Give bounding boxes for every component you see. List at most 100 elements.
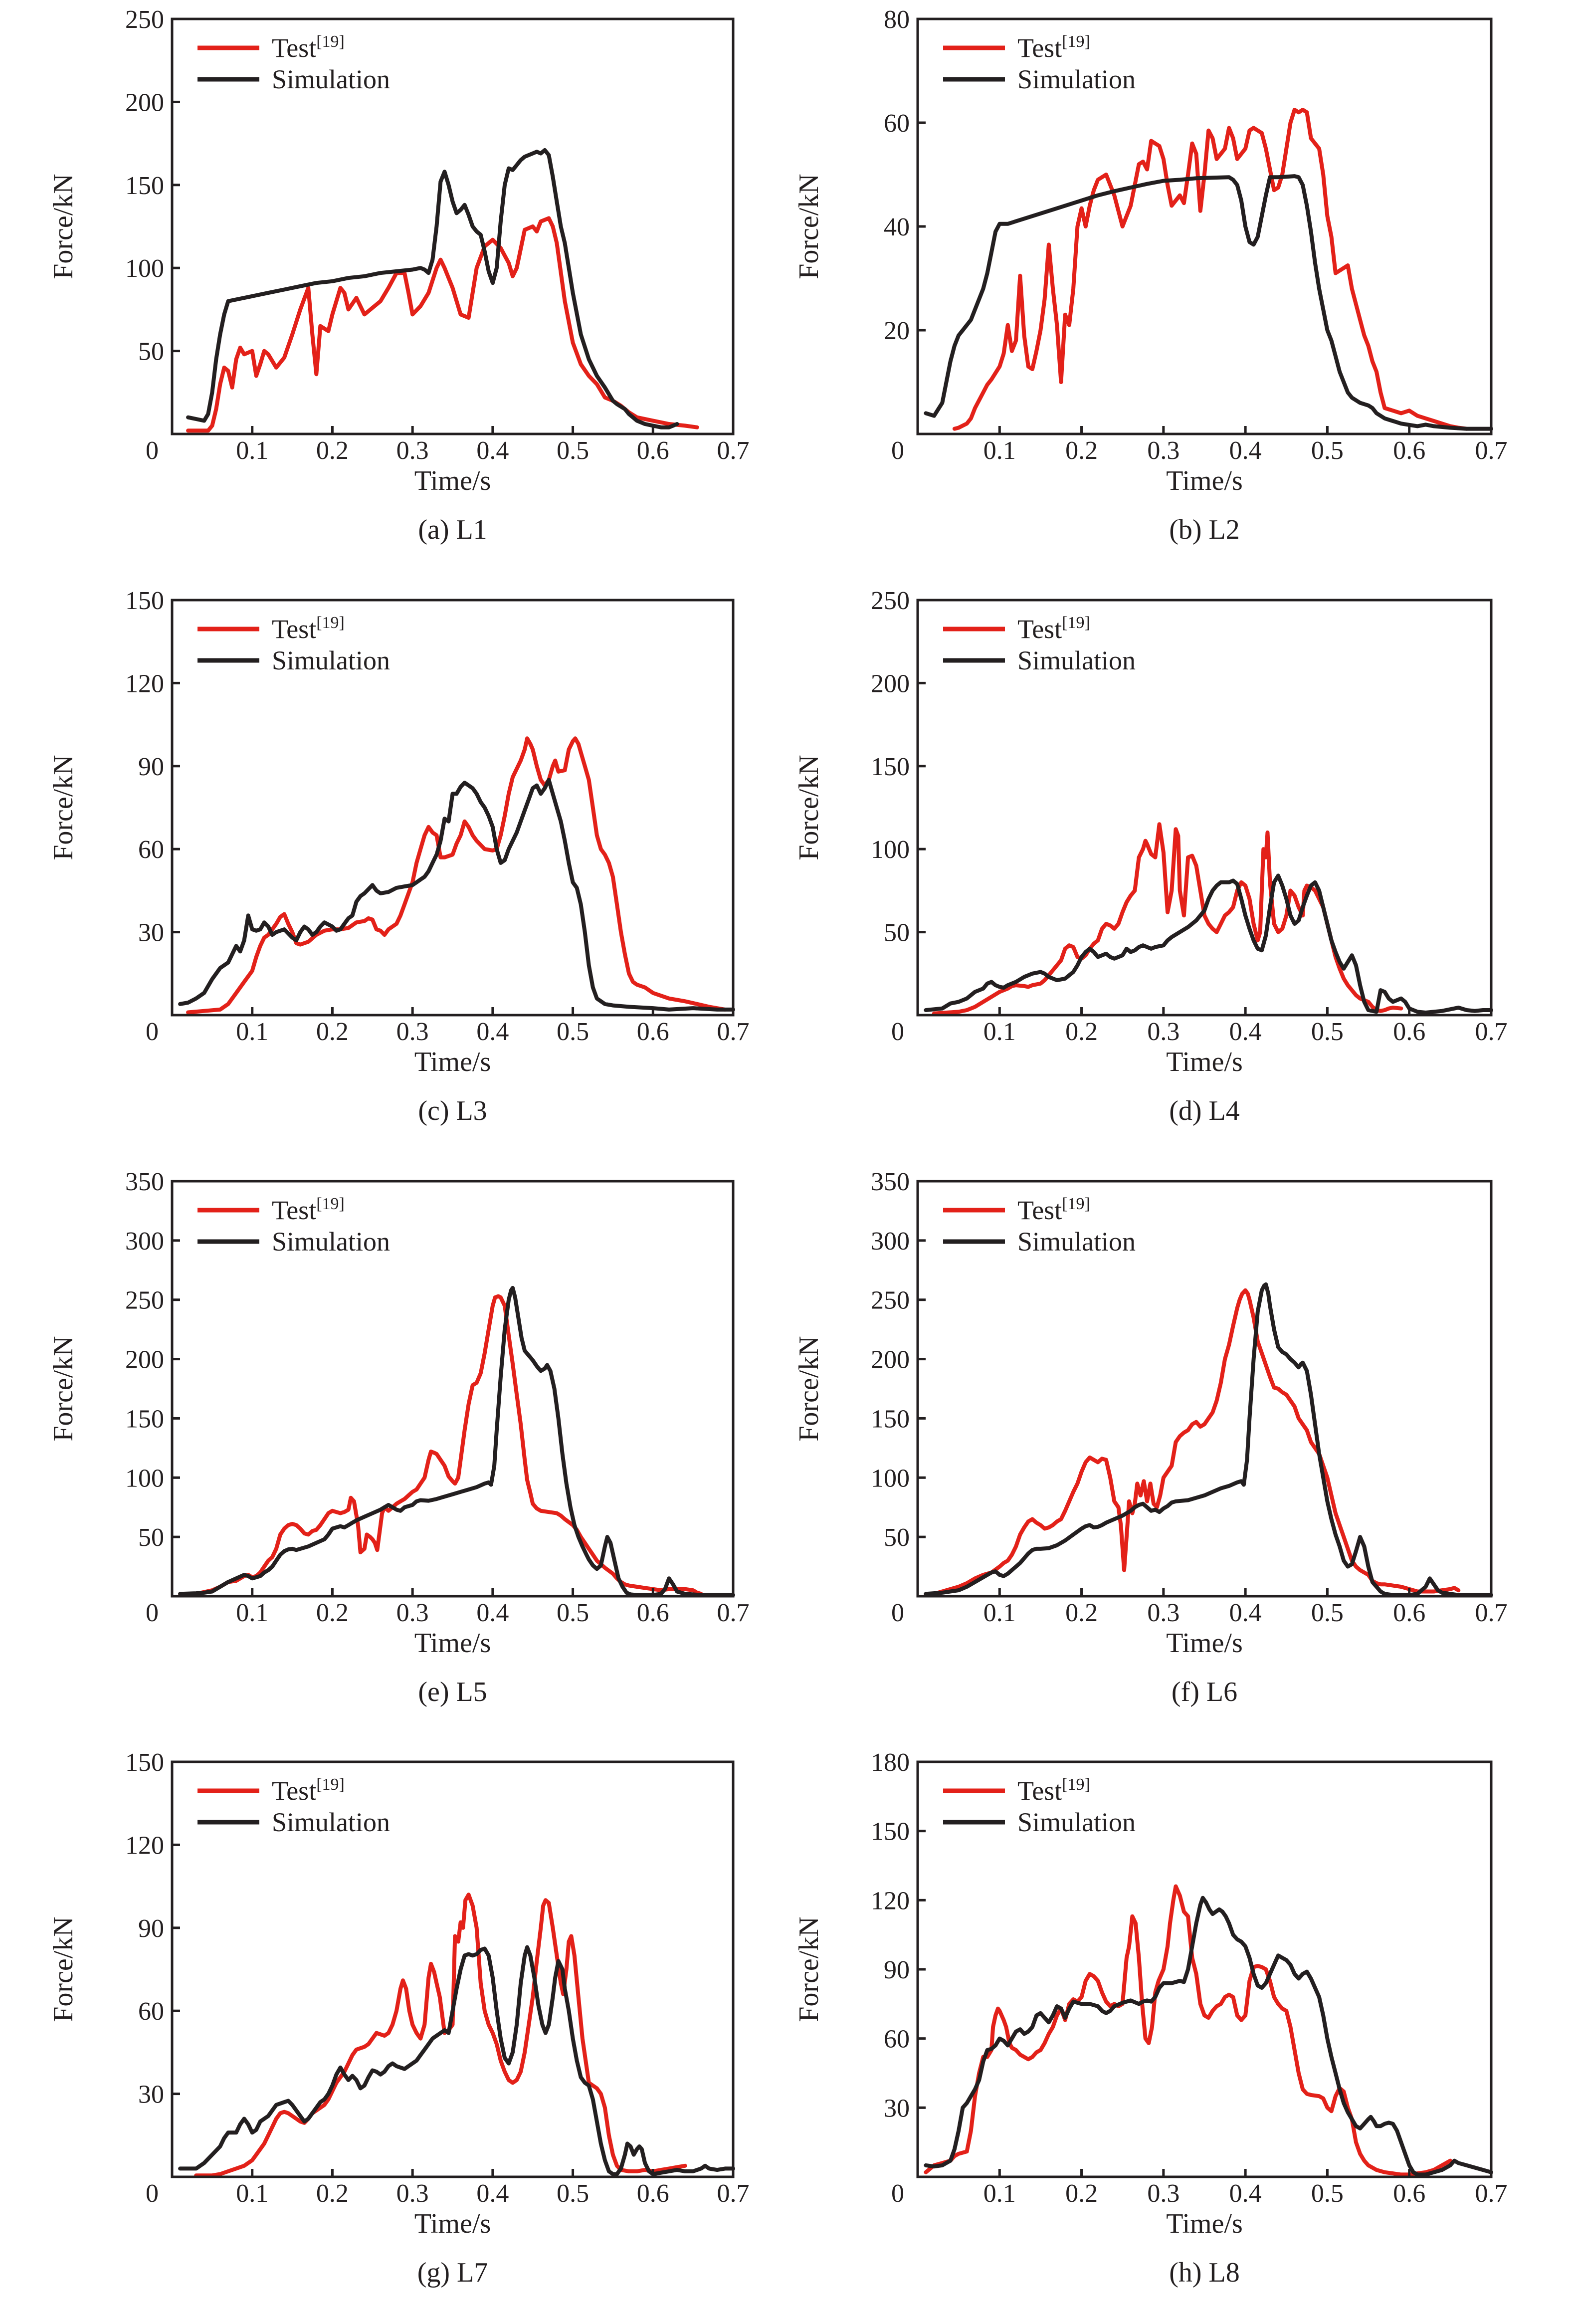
chart-caption-l2: (b) L2 bbox=[1169, 514, 1240, 545]
y-tick-label: 100 bbox=[125, 1464, 164, 1492]
x-tick-label: 0 bbox=[891, 1599, 904, 1627]
plot-frame bbox=[171, 1760, 735, 2178]
plot-frame bbox=[171, 599, 735, 1017]
chart-canvas-l8: 0 0.1 0.2 0.3 0.4 0.5 0.6 0.7 30 60 90 120 150 180 Tim… bbox=[793, 1748, 1508, 2239]
x-tick-label: 0.1 bbox=[983, 436, 1016, 465]
series-line-test bbox=[952, 108, 1469, 431]
y-axis-label: Force/kN bbox=[48, 1336, 79, 1442]
x-tick-label: 0.6 bbox=[1393, 2179, 1425, 2208]
plot-frame bbox=[171, 17, 735, 435]
x-tick-label: 0.5 bbox=[1311, 1599, 1344, 1627]
legend-label-simulation: Simulation bbox=[1017, 1807, 1136, 1837]
x-tick-label: 0.6 bbox=[637, 1599, 669, 1627]
series-line-simulation bbox=[178, 778, 735, 1012]
x-tick-label: 0.4 bbox=[1229, 1018, 1262, 1046]
series-line-test bbox=[924, 1288, 1461, 1597]
series-line-simulation bbox=[186, 148, 679, 429]
x-tick-label: 0.7 bbox=[717, 2179, 750, 2208]
x-tick-label: 0.5 bbox=[557, 436, 589, 465]
y-tick-label: 250 bbox=[871, 587, 910, 615]
y-tick-label: 300 bbox=[871, 1227, 910, 1255]
x-axis-label: Time/s bbox=[414, 1047, 491, 1077]
x-tick-label: 0.5 bbox=[1311, 2179, 1344, 2208]
x-tick-label: 0.1 bbox=[983, 1018, 1016, 1046]
x-tick-label: 0.1 bbox=[236, 1018, 268, 1046]
x-tick-label: 0.6 bbox=[637, 436, 669, 465]
x-tick-label: 0.3 bbox=[1147, 2179, 1179, 2208]
x-tick-label: 0.7 bbox=[717, 1599, 750, 1627]
y-tick-label: 120 bbox=[871, 1887, 910, 1915]
y-tick-label: 60 bbox=[884, 109, 910, 138]
legend-label-simulation: Simulation bbox=[272, 645, 390, 675]
chart-caption-l7: (g) L7 bbox=[417, 2257, 488, 2289]
x-tick-label: 0.4 bbox=[476, 1599, 509, 1627]
x-tick-label: 0.7 bbox=[1475, 1018, 1508, 1046]
chart-canvas-l4: 0 0.1 0.2 0.3 0.4 0.5 0.6 0.7 50 100 150 200 250 Time… bbox=[793, 587, 1508, 1077]
chart-caption-l3: (c) L3 bbox=[418, 1095, 487, 1126]
x-tick-label: 0.6 bbox=[1393, 1018, 1425, 1046]
x-tick-label: 0 bbox=[146, 436, 159, 465]
y-tick-label: 60 bbox=[138, 836, 164, 864]
plot-frame bbox=[916, 599, 1493, 1017]
series-line-test bbox=[186, 736, 727, 1015]
y-tick-label: 120 bbox=[125, 1832, 164, 1860]
x-tick-label: 0.5 bbox=[557, 1599, 589, 1627]
chart-canvas-l3: 0 0.1 0.2 0.3 0.4 0.5 0.6 0.7 30 60 90 120 150 Time/s… bbox=[48, 587, 750, 1077]
y-axis-label: Force/kN bbox=[48, 755, 79, 860]
x-tick-label: 0.1 bbox=[236, 436, 268, 465]
x-tick-label: 0.3 bbox=[1147, 1018, 1179, 1046]
x-tick-label: 0.5 bbox=[557, 2179, 589, 2208]
legend-label-test: Test[19] bbox=[272, 614, 345, 644]
legend-label-simulation: Simulation bbox=[1017, 64, 1136, 94]
x-tick-label: 0.7 bbox=[717, 1018, 750, 1046]
chart-canvas-l6: 0 0.1 0.2 0.3 0.4 0.5 0.6 0.7 50 100 150 200 250 300 3… bbox=[793, 1168, 1508, 1659]
chart-canvas-l7: 0 0.1 0.2 0.3 0.4 0.5 0.6 0.7 30 60 90 120 150 Time/s… bbox=[48, 1748, 750, 2239]
y-axis-label: Force/kN bbox=[48, 1916, 79, 2022]
y-tick-label: 80 bbox=[884, 5, 910, 34]
x-axis-label: Time/s bbox=[414, 2208, 491, 2239]
x-tick-label: 0.3 bbox=[396, 1018, 429, 1046]
x-tick-label: 0.2 bbox=[1065, 1599, 1098, 1627]
chart-canvas-l5: 0 0.1 0.2 0.3 0.4 0.5 0.6 0.7 50 100 150 200 250 300 3… bbox=[48, 1168, 750, 1659]
y-tick-label: 150 bbox=[125, 172, 164, 200]
legend-label-simulation: Simulation bbox=[272, 1227, 390, 1257]
x-tick-label: 0.5 bbox=[557, 1018, 589, 1046]
chart-l7: 0 0.1 0.2 0.3 0.4 0.5 0.6 0.7 30 60 90 120 150 Time/s… bbox=[0, 1743, 786, 2324]
x-tick-label: 0.1 bbox=[983, 2179, 1016, 2208]
y-tick-label: 90 bbox=[138, 1914, 164, 1943]
chart-caption-l8: (h) L8 bbox=[1169, 2257, 1240, 2289]
x-axis-label: Time/s bbox=[1166, 2208, 1243, 2239]
x-tick-label: 0.4 bbox=[476, 1018, 509, 1046]
x-tick-label: 0.4 bbox=[476, 2179, 509, 2208]
x-tick-label: 0.2 bbox=[1065, 436, 1098, 465]
chart-caption-l5: (e) L5 bbox=[418, 1676, 487, 1707]
chart-caption-l6: (f) L6 bbox=[1171, 1676, 1238, 1707]
x-tick-label: 0.1 bbox=[983, 1599, 1016, 1627]
x-tick-label: 0.7 bbox=[717, 436, 750, 465]
x-tick-label: 0 bbox=[146, 1599, 159, 1627]
y-tick-label: 200 bbox=[125, 1345, 164, 1374]
y-tick-label: 100 bbox=[125, 254, 164, 283]
y-tick-label: 150 bbox=[125, 587, 164, 615]
x-tick-label: 0.7 bbox=[1475, 2179, 1508, 2208]
y-tick-label: 350 bbox=[871, 1168, 910, 1196]
y-tick-label: 50 bbox=[884, 1523, 910, 1552]
y-tick-label: 50 bbox=[138, 338, 164, 366]
series-line-simulation bbox=[924, 873, 1493, 1015]
y-tick-label: 90 bbox=[884, 1956, 910, 1984]
chart-l8: 0 0.1 0.2 0.3 0.4 0.5 0.6 0.7 30 60 90 120 150 180 Tim… bbox=[786, 1743, 1571, 2324]
chart-l6: 0 0.1 0.2 0.3 0.4 0.5 0.6 0.7 50 100 150 200 250 300 3… bbox=[786, 1162, 1571, 1743]
y-tick-label: 200 bbox=[871, 669, 910, 698]
x-axis-label: Time/s bbox=[414, 1628, 491, 1659]
x-tick-label: 0.1 bbox=[236, 2179, 268, 2208]
x-axis-label: Time/s bbox=[1166, 1047, 1243, 1077]
x-tick-label: 0.3 bbox=[1147, 1599, 1179, 1627]
x-axis-label: Time/s bbox=[1166, 1628, 1243, 1659]
y-tick-label: 30 bbox=[138, 918, 164, 947]
y-tick-label: 250 bbox=[125, 1286, 164, 1314]
x-tick-label: 0.6 bbox=[1393, 1599, 1425, 1627]
y-tick-label: 100 bbox=[871, 836, 910, 864]
y-tick-label: 60 bbox=[138, 1997, 164, 2026]
